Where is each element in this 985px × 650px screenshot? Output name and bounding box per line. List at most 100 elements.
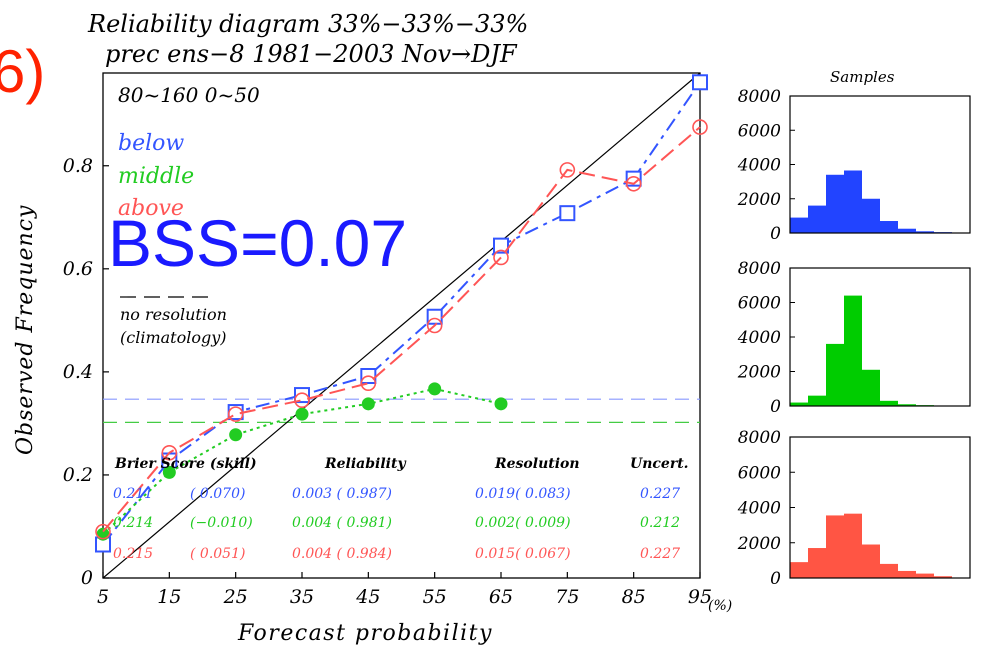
histogram-tick-label: 8000 — [738, 428, 781, 448]
histogram-bar — [790, 217, 808, 233]
score-row-above-reliability: 0.004 ( 0.984) — [292, 546, 392, 562]
point-above — [360, 375, 377, 392]
main-plot-frame — [102, 72, 701, 579]
score-header-brier: Brier Score (skill) — [114, 456, 257, 472]
perfect-reliability-line — [102, 72, 701, 579]
y-tick-label: 0.4 — [63, 361, 93, 383]
chart-title: Reliability diagram 33%−33%−33% — [87, 10, 528, 38]
score-header-uncert: Uncert. — [630, 456, 689, 472]
histogram-bar — [844, 295, 862, 406]
legend-middle: middle — [118, 164, 194, 189]
score-row-below-skill: ( 0.070) — [190, 486, 245, 502]
point-below — [559, 205, 576, 222]
score-row-middle-skill: (−0.010) — [190, 515, 253, 531]
histogram-tick-label: 4000 — [737, 328, 781, 348]
x-tick-label: 65 — [489, 586, 513, 608]
y-tick-label: 0.8 — [63, 155, 93, 177]
score-row-below-uncert: 0.227 — [640, 486, 680, 502]
main-plot-marks: 5 15 25 35 45 55 65 75 85 95 0 0.2 0.4 0.6 0.8 — [63, 72, 712, 608]
score-row-below-resolution: 0.019( 0.083) — [475, 486, 571, 502]
histogram-bar — [916, 573, 934, 578]
histogram-tick-label: 0 — [770, 397, 781, 417]
histogram-bar — [880, 221, 898, 233]
score-row-middle-reliability: 0.004 ( 0.981) — [292, 515, 392, 531]
histogram-tick-label: 6000 — [738, 121, 781, 141]
sample-histograms: 0 2000 4000 6000 8000 0 2000 4000 6000 8000 0 2000 4… — [737, 87, 971, 589]
bss-label: BSS=0.07 — [108, 206, 407, 280]
x-tick-label: 75 — [555, 586, 579, 608]
histogram-tick-label: 8000 — [738, 87, 781, 107]
histogram-bar — [790, 402, 808, 406]
score-row-below-reliability: 0.003 ( 0.987) — [292, 486, 392, 502]
histogram-tick-label: 0 — [770, 224, 781, 244]
histogram-tick-label: 6000 — [738, 294, 781, 314]
histogram-tick-label: 8000 — [738, 259, 781, 279]
histogram-bar — [934, 576, 952, 578]
point-above — [426, 317, 443, 334]
point-above — [161, 444, 178, 461]
histogram-bar — [826, 515, 844, 578]
region-label: 80~160 0~50 — [118, 83, 260, 107]
score-header-reliability: Reliability — [324, 456, 406, 472]
histogram-bar — [790, 562, 808, 578]
histogram-bar — [898, 404, 916, 406]
score-table: Brier Score (skill) Reliability Resoluti… — [113, 456, 689, 562]
x-tick-label: 45 — [355, 586, 380, 608]
point-above — [493, 249, 509, 266]
x-tick-label: 95 — [688, 586, 712, 608]
x-tick-label: 35 — [290, 586, 314, 608]
point-above — [294, 392, 310, 409]
y-tick-label: 0 — [81, 567, 93, 589]
score-header-resolution: Resolution — [494, 456, 580, 472]
point-below — [493, 237, 509, 254]
histogram-tick-label: 2000 — [737, 363, 781, 383]
histogram-bar — [898, 570, 916, 578]
x-axis-title: Forecast probability — [237, 621, 493, 646]
point-middle — [295, 407, 309, 421]
histogram-bar — [808, 205, 826, 233]
histogram-bar — [916, 231, 934, 233]
histogram-bar — [844, 513, 862, 578]
point-middle — [494, 397, 508, 411]
histogram-bar — [862, 198, 880, 233]
histogram-bar — [808, 395, 826, 406]
histogram-bar — [826, 343, 844, 406]
histogram-tick-label: 0 — [770, 569, 781, 589]
series-line-below — [102, 81, 701, 546]
point-middle — [428, 382, 442, 396]
series-line-above — [102, 126, 701, 533]
score-row-middle-brier: 0.214 — [113, 515, 153, 531]
x-tick-label: 55 — [423, 586, 447, 608]
y-tick-label: 0.2 — [63, 464, 93, 486]
score-row-above-brier: 0.215 — [113, 546, 153, 562]
score-row-above-resolution: 0.015( 0.067) — [475, 546, 571, 562]
point-below — [692, 74, 708, 91]
score-row-middle-resolution: 0.002( 0.009) — [475, 515, 571, 531]
score-row-above-skill: ( 0.051) — [190, 546, 245, 562]
point-above — [95, 523, 111, 540]
chart-subtitle: prec ens−8 1981−2003 Nov→DJF — [105, 40, 518, 68]
score-row-above-uncert: 0.227 — [640, 546, 680, 562]
histogram-bar — [880, 400, 898, 406]
x-tick-label: 85 — [622, 586, 646, 608]
y-axis-title: Observed Frequency — [13, 205, 38, 455]
legend-above: above — [118, 196, 184, 221]
histogram-bar — [862, 369, 880, 406]
score-row-below-brier: 0.211 — [113, 486, 153, 502]
histogram-tick-label: 6000 — [738, 463, 781, 483]
point-middle — [361, 397, 375, 411]
samples-title: Samples — [830, 68, 895, 86]
point-below — [294, 387, 310, 404]
point-above — [559, 162, 576, 178]
histogram-tick-label: 4000 — [737, 156, 781, 176]
legend-below: below — [118, 131, 184, 156]
point-above — [692, 119, 708, 135]
x-tick-label: 25 — [223, 586, 248, 608]
point-middle — [229, 428, 243, 442]
histogram-tick-label: 2000 — [737, 190, 781, 210]
histogram-bar — [844, 170, 862, 233]
x-tick-label: 5 — [97, 586, 109, 608]
histogram-bar — [880, 563, 898, 578]
score-row-middle-uncert: 0.212 — [640, 515, 680, 531]
